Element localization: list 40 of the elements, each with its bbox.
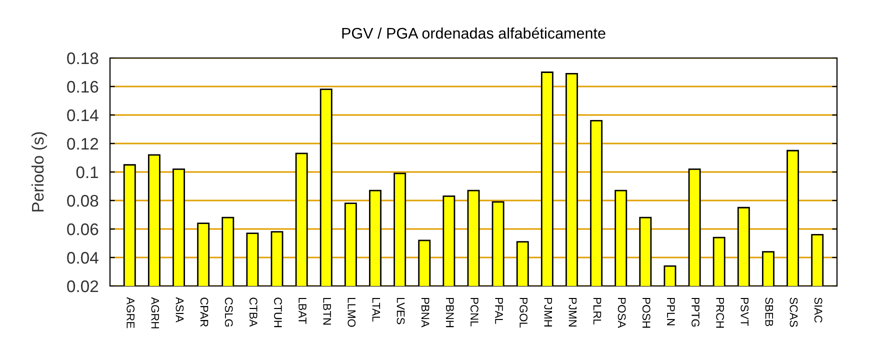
x-tick-label: ASIA <box>176 297 184 322</box>
y-tick-label: 0.06 <box>67 223 98 236</box>
x-tick-label: CPAR <box>200 298 208 327</box>
x-tick-label: PSVT <box>740 298 749 326</box>
x-tick-label: LBAT <box>298 298 306 324</box>
x-tick-label: PCNL <box>470 298 478 326</box>
x-tick-label: PPTG <box>692 298 700 327</box>
x-tick-label: PFAL <box>495 298 503 324</box>
y-tick-label: 0.08 <box>67 194 98 207</box>
y-tick-label: 0.18 <box>67 52 98 64</box>
x-tick-label: PJMH <box>544 298 552 326</box>
y-tick-label: 0.1 <box>76 166 98 178</box>
x-tick-label: AGRH <box>151 297 160 328</box>
x-tick-label: POSH <box>642 298 650 328</box>
x-tick-label: PGOL <box>520 298 528 328</box>
y-axis-title: Periodo (s) <box>31 132 47 212</box>
chart-title: PGV / PGA ordenadas alfabéticamente <box>342 27 606 39</box>
x-tick-label: CTBA <box>249 298 258 327</box>
y-tick-label: 0.14 <box>67 109 98 122</box>
x-tick-label: SBEB <box>765 298 774 326</box>
x-tick-label: AGRE <box>126 297 135 328</box>
x-tick-label: SCAS <box>790 298 798 327</box>
x-tick-label: LBTN <box>323 298 331 325</box>
y-tick-label: 0.16 <box>67 80 98 93</box>
y-tick-label: 0.12 <box>67 138 98 150</box>
x-tick-label: SIAC <box>814 298 822 323</box>
x-tick-label: LVES <box>396 298 405 324</box>
x-tick-label: CSLG <box>224 298 233 327</box>
x-tick-label: PJMN <box>568 298 577 326</box>
x-tick-label: PBNA <box>422 298 430 328</box>
y-tick-label: 0.04 <box>67 252 98 264</box>
x-tick-label: LLMO <box>348 298 356 327</box>
x-tick-label: LTAL <box>372 298 380 322</box>
y-tick-label: 0.02 <box>67 280 98 292</box>
x-tick-label: PLRL <box>593 298 602 325</box>
x-tick-label: PPLN <box>667 298 675 326</box>
x-tick-label: CTUH <box>274 298 282 328</box>
x-tick-label: POSA <box>618 298 626 328</box>
x-tick-label: PBNH <box>446 298 454 328</box>
x-tick-label: PRCH <box>716 298 724 328</box>
